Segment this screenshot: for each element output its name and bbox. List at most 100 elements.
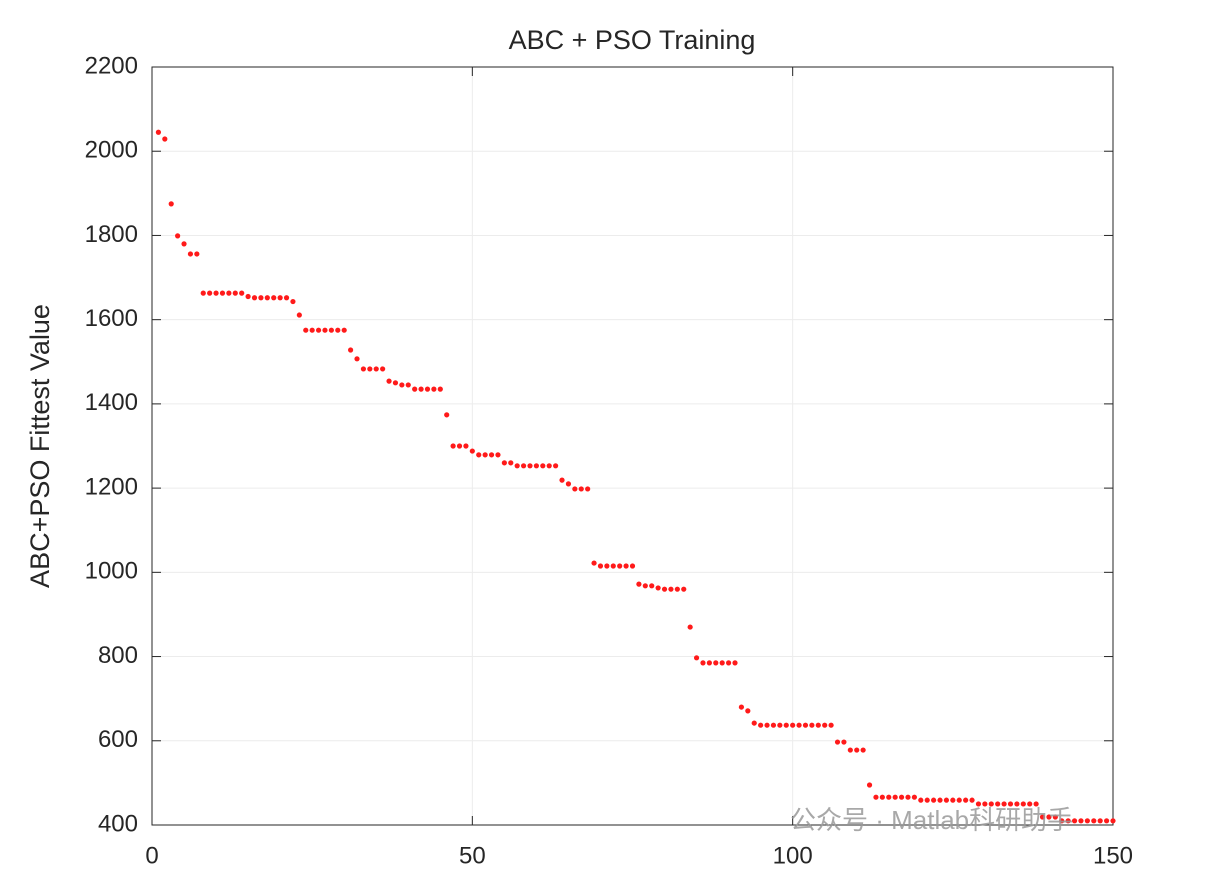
- point: [341, 327, 347, 333]
- point: [687, 624, 693, 630]
- point: [931, 797, 937, 803]
- point: [1078, 818, 1084, 824]
- point: [866, 782, 873, 788]
- point: [1091, 818, 1097, 824]
- point: [437, 386, 443, 392]
- point: [809, 722, 815, 728]
- point: [226, 290, 232, 296]
- point: [758, 722, 764, 728]
- point: [444, 412, 450, 418]
- point: [918, 797, 924, 803]
- point: [578, 486, 584, 492]
- point: [719, 660, 725, 666]
- point: [1039, 814, 1046, 820]
- point: [168, 201, 174, 207]
- point: [540, 463, 546, 469]
- point: [219, 290, 226, 296]
- point: [764, 722, 770, 728]
- point: [713, 660, 719, 666]
- point: [726, 660, 732, 666]
- point: [328, 327, 334, 333]
- point: [841, 739, 847, 745]
- point: [392, 380, 399, 386]
- point: [1052, 814, 1058, 820]
- y-tick-label: 600: [98, 726, 138, 753]
- point: [898, 794, 905, 800]
- point: [585, 486, 591, 492]
- y-tick-label: 800: [98, 642, 138, 669]
- point: [335, 327, 341, 333]
- point: [412, 386, 418, 392]
- point: [232, 290, 238, 296]
- point: [258, 295, 264, 301]
- y-tick-label: 2000: [85, 137, 138, 164]
- point: [617, 563, 623, 569]
- x-tick-label: 50: [459, 842, 486, 869]
- y-tick-label: 400: [98, 810, 138, 837]
- point: [418, 386, 424, 392]
- point: [354, 356, 360, 362]
- point: [1084, 818, 1090, 824]
- point: [213, 290, 219, 296]
- y-tick-label: 1800: [85, 221, 138, 248]
- point: [181, 241, 187, 247]
- point: [879, 794, 885, 800]
- point: [424, 386, 431, 392]
- point: [1110, 818, 1116, 824]
- point: [1001, 801, 1007, 807]
- point: [296, 312, 302, 318]
- point: [636, 581, 642, 587]
- point: [975, 801, 982, 807]
- x-tick-label: 100: [773, 842, 813, 869]
- x-tick-label: 0: [145, 842, 158, 869]
- point: [386, 378, 392, 384]
- point: [815, 722, 821, 728]
- point: [488, 452, 495, 458]
- point: [770, 722, 777, 728]
- point: [802, 722, 809, 728]
- plot-frame: [151, 66, 1114, 826]
- y-axis-label: ABC+PSO Fittest Value: [25, 304, 55, 588]
- point: [847, 747, 853, 753]
- point: [405, 382, 411, 388]
- point: [950, 797, 956, 803]
- point: [309, 327, 315, 333]
- point: [463, 443, 469, 449]
- point: [565, 481, 572, 487]
- chart-title: ABC + PSO Training: [509, 25, 756, 55]
- point: [1007, 801, 1014, 807]
- point: [911, 794, 917, 800]
- point: [194, 251, 200, 257]
- point: [456, 443, 463, 449]
- point: [1027, 801, 1033, 807]
- point: [290, 298, 296, 305]
- point: [303, 327, 309, 333]
- point: [239, 290, 245, 296]
- point: [1020, 801, 1026, 807]
- point: [732, 660, 738, 666]
- point: [572, 486, 578, 492]
- point: [200, 290, 206, 296]
- point: [380, 366, 386, 372]
- point: [674, 586, 680, 592]
- point: [277, 295, 283, 301]
- point: [1059, 818, 1065, 824]
- y-tick-label: 2200: [85, 52, 138, 79]
- point: [738, 704, 745, 710]
- point: [860, 747, 866, 753]
- point: [668, 586, 674, 592]
- point: [1065, 818, 1071, 824]
- point: [264, 295, 270, 301]
- point: [796, 722, 802, 728]
- point: [1033, 801, 1039, 807]
- point: [1071, 818, 1078, 824]
- point: [546, 463, 552, 469]
- point: [822, 722, 828, 728]
- point: [373, 366, 379, 372]
- point: [924, 797, 930, 803]
- point: [642, 583, 648, 589]
- point: [706, 660, 712, 666]
- point: [175, 233, 181, 239]
- point: [450, 443, 456, 449]
